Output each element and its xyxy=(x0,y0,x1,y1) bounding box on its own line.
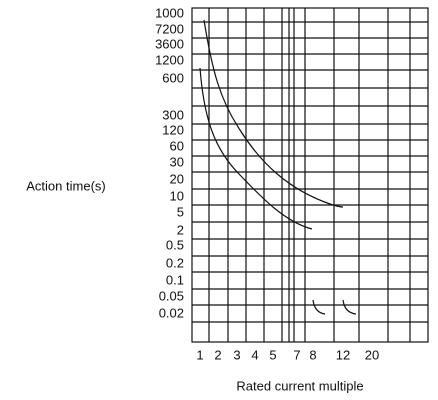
y-tick-label: 0.1 xyxy=(166,272,184,287)
x-tick-label: 2 xyxy=(214,347,221,362)
y-tick-label: 7200 xyxy=(155,21,184,36)
y-tick-label: 1000 xyxy=(155,5,184,20)
x-tick-label: 5 xyxy=(269,347,276,362)
y-tick-label: 1200 xyxy=(155,52,184,67)
x-tick-label: 8 xyxy=(309,347,316,362)
y-tick-label: 300 xyxy=(162,107,184,122)
instant-trip-hook xyxy=(312,299,326,315)
y-tick-label: 5 xyxy=(177,204,184,219)
y-tick-label: 3600 xyxy=(155,36,184,51)
y-tick-label: 0.05 xyxy=(159,288,184,303)
x-tick-label: 3 xyxy=(233,347,240,362)
x-axis-label: Rated current multiple xyxy=(236,378,363,393)
y-tick-label: 120 xyxy=(162,122,184,137)
y-axis-label: Action time(s) xyxy=(26,178,105,193)
x-tick-label: 4 xyxy=(251,347,258,362)
x-tick-label: 12 xyxy=(336,347,350,362)
y-tick-label: 0.2 xyxy=(166,255,184,270)
instant-trip-hook xyxy=(342,299,357,315)
curves xyxy=(199,19,357,315)
y-tick-label: 20 xyxy=(170,171,184,186)
x-tick-label: 20 xyxy=(365,347,379,362)
lower-curve xyxy=(199,67,313,230)
plot-frame xyxy=(191,7,429,343)
y-tick-label: 30 xyxy=(170,154,184,169)
x-tick-label: 1 xyxy=(196,347,203,362)
y-tick-label: 0.5 xyxy=(166,237,184,252)
y-tick-label: 0.02 xyxy=(159,305,184,320)
grid xyxy=(191,7,429,343)
x-tick-label: 7 xyxy=(293,347,300,362)
y-tick-label: 600 xyxy=(162,70,184,85)
upper-curve xyxy=(203,19,344,208)
y-tick-label: 10 xyxy=(170,188,184,203)
y-tick-label: 2 xyxy=(177,222,184,237)
y-tick-label: 60 xyxy=(170,138,184,153)
